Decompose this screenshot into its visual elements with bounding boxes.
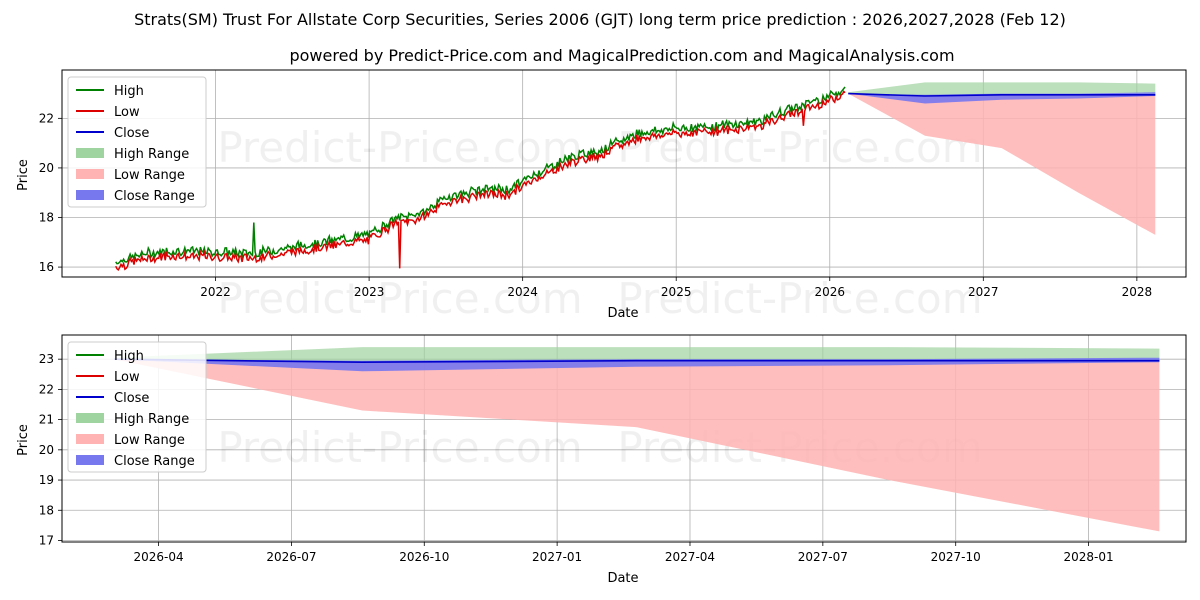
zoom-panel: Predict-Price.com Predict-Price.com 2026… xyxy=(16,334,1187,586)
long-term-x-axis-label: Date xyxy=(607,306,638,321)
zoom-x-tick-label: 2027-10 xyxy=(931,550,981,564)
zoom-frame xyxy=(61,334,1187,543)
long-term-x-tick-label: 2026 xyxy=(814,285,845,299)
long-term-x-tick-label: 2028 xyxy=(1122,285,1153,299)
zoom-y-tick-label: 21 xyxy=(39,413,54,427)
zoom-legend-close-label: Close xyxy=(114,391,149,406)
long-term-legend-low-range-swatch xyxy=(76,169,104,179)
long-term-y-tick-label: 18 xyxy=(39,211,54,225)
zoom-watermark: Predict-Price.com xyxy=(217,423,582,472)
zoom-x-tick-label: 2027-07 xyxy=(798,550,848,564)
zoom-y-tick-label: 18 xyxy=(39,503,54,517)
long-term-y-ticks: 16 18 20 22 xyxy=(39,111,62,274)
long-term-legend-high-label: High xyxy=(114,84,144,99)
long-term-legend-low-label: Low xyxy=(114,105,140,120)
zoom-x-axis-label: Date xyxy=(607,571,638,586)
long-term-x-tick-label: 2022 xyxy=(200,285,231,299)
long-term-x-tick-label: 2025 xyxy=(661,285,692,299)
zoom-y-tick-label: 17 xyxy=(39,533,54,547)
zoom-x-tick-label: 2027-01 xyxy=(532,550,582,564)
zoom-y-tick-label: 19 xyxy=(39,473,54,487)
zoom-legend-low-label: Low xyxy=(114,370,140,385)
zoom-x-ticks: 2026-04 2026-07 2026-10 2027-01 2027-04 2027-… xyxy=(133,542,1114,564)
zoom-close-line xyxy=(114,358,1160,364)
zoom-high-range-band xyxy=(114,347,1160,363)
long-term-watermark-4: Predict-Price.com xyxy=(617,274,982,323)
long-term-marks xyxy=(115,82,1156,272)
zoom-x-tick-label: 2026-04 xyxy=(133,550,183,564)
zoom-y-tick-label: 20 xyxy=(39,443,54,457)
long-term-high-line xyxy=(115,86,846,265)
long-term-x-tick-label: 2024 xyxy=(507,285,538,299)
chart-title: Strats(SM) Trust For Allstate Corp Secur… xyxy=(134,10,1066,29)
chart-subtitle: powered by Predict-Price.com and Magical… xyxy=(289,46,954,65)
long-term-legend-high-range-swatch xyxy=(76,148,104,158)
zoom-y-tick-label: 22 xyxy=(39,382,54,396)
long-term-y-tick-label: 22 xyxy=(39,111,54,125)
long-term-y-axis-label: Price xyxy=(16,159,31,191)
zoom-legend-high-label: High xyxy=(114,349,144,364)
long-term-legend: High Low Close High Range Low Range Close Ran… xyxy=(67,76,207,208)
zoom-y-ticks: 17 18 19 20 21 22 23 xyxy=(39,352,62,547)
long-term-panel: Predict-Price.com Predict-Price.com Pred… xyxy=(16,69,1187,323)
long-term-high-range-band xyxy=(848,82,1156,96)
long-term-low-line xyxy=(115,90,846,272)
long-term-legend-low-range-label: Low Range xyxy=(114,168,185,183)
zoom-y-axis-label: Price xyxy=(16,424,31,456)
long-term-y-tick-label: 20 xyxy=(39,161,54,175)
long-term-legend-high-range-label: High Range xyxy=(114,147,189,162)
zoom-legend-close-range-label: Close Range xyxy=(114,454,195,469)
long-term-low-range-band xyxy=(848,93,1156,235)
long-term-frame xyxy=(61,69,1187,278)
long-term-x-tick-label: 2027 xyxy=(968,285,999,299)
long-term-legend-close-range-swatch xyxy=(76,190,104,200)
zoom-x-tick-label: 2028-01 xyxy=(1063,550,1113,564)
long-term-x-ticks: 2022 2023 2024 2025 2026 2027 2028 xyxy=(200,277,1152,299)
long-term-legend-close-range-label: Close Range xyxy=(114,189,195,204)
zoom-legend-low-range-swatch xyxy=(76,434,104,444)
long-term-watermark-3: Predict-Price.com xyxy=(217,274,582,323)
zoom-legend: High Low Close High Range Low Range Close Ran… xyxy=(67,341,207,473)
zoom-low-range-band xyxy=(114,359,1160,532)
long-term-close-line xyxy=(848,92,1156,97)
zoom-y-tick-label: 23 xyxy=(39,352,54,366)
zoom-x-tick-label: 2026-10 xyxy=(399,550,449,564)
zoom-marks xyxy=(114,347,1160,532)
long-term-x-tick-label: 2023 xyxy=(354,285,385,299)
zoom-legend-close-range-swatch xyxy=(76,455,104,465)
zoom-x-tick-label: 2027-04 xyxy=(665,550,715,564)
long-term-y-tick-label: 16 xyxy=(39,260,54,274)
zoom-legend-low-range-label: Low Range xyxy=(114,433,185,448)
long-term-watermark: Predict-Price.com xyxy=(217,123,582,172)
zoom-legend-high-range-label: High Range xyxy=(114,412,189,427)
zoom-legend-high-range-swatch xyxy=(76,413,104,423)
zoom-x-tick-label: 2026-07 xyxy=(266,550,316,564)
long-term-legend-close-label: Close xyxy=(114,126,149,141)
